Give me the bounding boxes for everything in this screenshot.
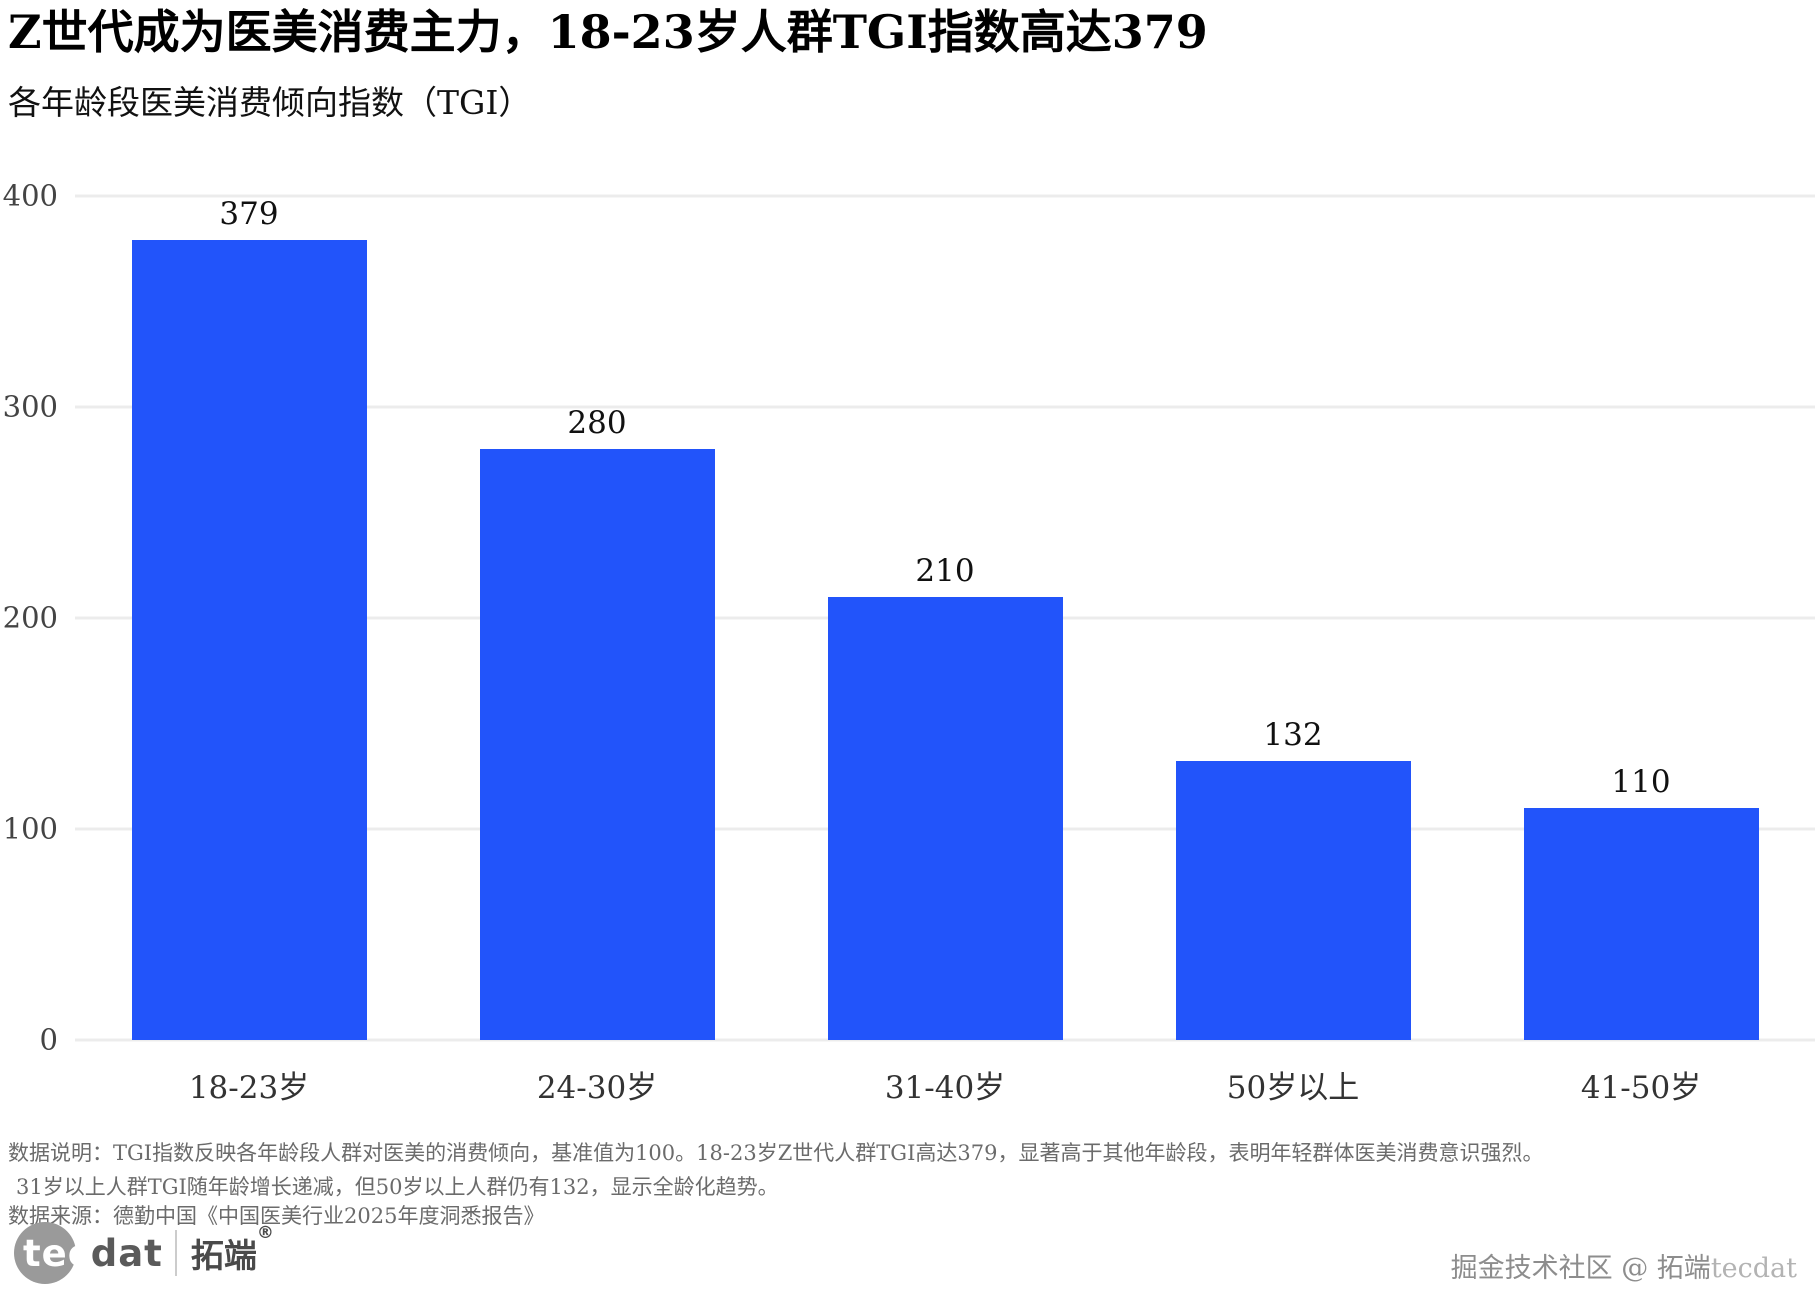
bar-value-label: 210 <box>915 552 975 589</box>
page-title: Z世代成为医美消费主力，18-23岁人群TGI指数高达379 <box>8 5 1208 59</box>
y-tick-label: 0 <box>39 1022 58 1057</box>
bar-50岁以上 <box>1175 761 1411 1040</box>
data-description-note: 数据说明：TGI指数反映各年龄段人群对医美的消费倾向，基准值为100。18-23… <box>8 1141 1544 1165</box>
tgi-bar-chart: 0 100 200 300 400 379 280 210 132 110 18-23岁 24-3… <box>0 181 1815 1107</box>
tecdat-logo: tecdat 拓端® <box>14 1221 274 1285</box>
plot-area: 379 280 210 132 110 <box>75 194 1815 1042</box>
watermark-cn-text: 掘金技术社区 @ 拓端 <box>1450 1253 1711 1284</box>
bar-value-label: 132 <box>1263 717 1323 754</box>
y-tick-label: 300 <box>2 389 58 424</box>
registered-trademark-icon: ® <box>256 1223 274 1243</box>
logo-brand-cn-text: 拓端 <box>190 1236 257 1275</box>
watermark-en-text: tecdat <box>1710 1253 1797 1284</box>
logo-circle-icon <box>14 1222 76 1284</box>
bar-slot: 110 <box>1467 196 1815 1040</box>
bar-slot: 210 <box>771 196 1119 1040</box>
bar-18-23岁 <box>131 240 367 1040</box>
x-tick-label: 18-23岁 <box>188 1070 310 1106</box>
x-tick-label: 50岁以上 <box>1226 1070 1360 1106</box>
data-source-note: 数据来源：德勤中国《中国医美行业2025年度洞悉报告》 <box>8 1203 545 1228</box>
gridline <box>75 1038 1815 1042</box>
chart-subtitle: 各年龄段医美消费倾向指数（TGI） <box>8 83 532 122</box>
logo-wordmark: tecdat <box>14 1232 163 1275</box>
gridline <box>75 405 1815 409</box>
bar-value-label: 379 <box>219 196 279 233</box>
x-tick-label: 24-30岁 <box>536 1070 658 1106</box>
x-tick-label: 41-50岁 <box>1580 1070 1702 1106</box>
bar-value-label: 110 <box>1611 763 1671 800</box>
logo-dat-text: dat <box>90 1231 163 1275</box>
bar-slot: 379 <box>75 196 423 1040</box>
bar-41-50岁 <box>1523 807 1759 1040</box>
bar-slot: 280 <box>423 196 771 1040</box>
gridline <box>75 194 1815 198</box>
y-tick-label: 200 <box>2 600 58 635</box>
bar-value-label: 280 <box>567 405 627 442</box>
bar-24-30岁 <box>479 449 715 1040</box>
y-tick-label: 100 <box>2 811 58 846</box>
y-axis: 0 100 200 300 400 <box>0 181 58 1054</box>
x-axis: 18-23岁 24-30岁 31-40岁 50岁以上 41-50岁 <box>75 1070 1815 1107</box>
logo-tec-text: tec <box>23 1231 91 1275</box>
bar-31-40岁 <box>827 596 1063 1040</box>
y-tick-label: 400 <box>2 178 58 213</box>
footnotes: 数据说明：TGI指数反映各年龄段人群对医美的消费倾向，基准值为100。18-23… <box>8 1140 1807 1230</box>
bars-container: 379 280 210 132 110 <box>75 196 1815 1040</box>
logo-divider <box>174 1230 177 1276</box>
watermark: 掘金技术社区 @ 拓端tecdat <box>1451 1246 1797 1285</box>
x-tick-label: 31-40岁 <box>884 1070 1006 1106</box>
logo-brand-cn: 拓端® <box>190 1223 274 1277</box>
bar-slot: 132 <box>1119 196 1467 1040</box>
trend-note: 31岁以上人群TGI随年龄增长递减，但50岁以上人群仍有132，显示全龄化趋势。 <box>16 1175 779 1200</box>
